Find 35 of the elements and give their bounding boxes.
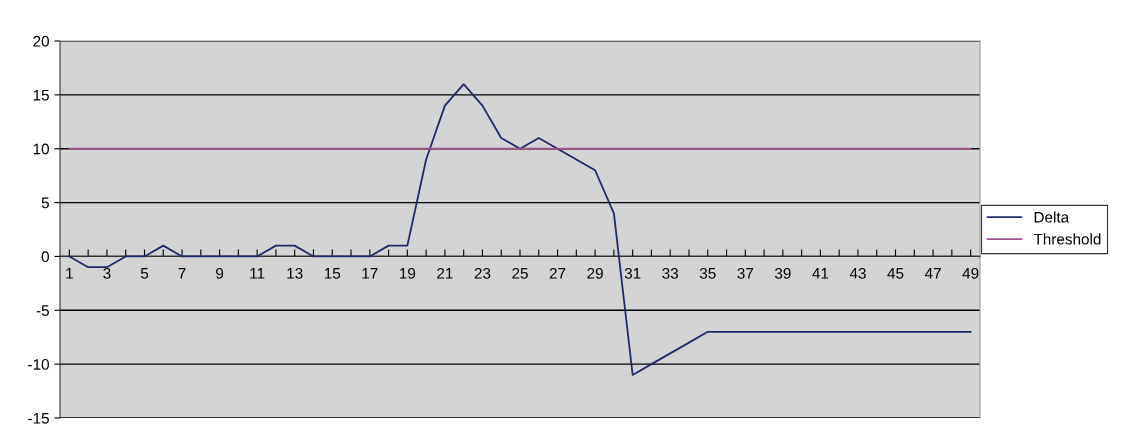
x-tick-label: 33 xyxy=(662,267,679,279)
x-tick-label: 19 xyxy=(400,267,416,279)
y-tick-label: 5 xyxy=(41,197,49,209)
y-tick-label: 10 xyxy=(33,143,49,155)
x-tick-label: 49 xyxy=(962,267,979,279)
y-tick-label: 15 xyxy=(33,89,49,101)
x-tick-label: 17 xyxy=(362,268,378,279)
x-tick-label: 47 xyxy=(924,268,941,279)
x-tick-label: 21 xyxy=(437,267,453,279)
x-tick-label: 35 xyxy=(699,267,716,279)
x-tick-label: 3 xyxy=(103,267,111,279)
x-tick-label: 45 xyxy=(887,268,904,279)
x-tick-label: 15 xyxy=(324,268,341,279)
x-tick-label: 13 xyxy=(287,267,303,279)
x-tick-label: 41 xyxy=(812,268,829,279)
x-tick-label: 43 xyxy=(849,267,866,279)
x-tick-label: 9 xyxy=(216,267,224,279)
legend-label: Delta xyxy=(1034,211,1070,223)
x-tick-label: 5 xyxy=(140,268,149,279)
y-tick-label: 0 xyxy=(41,251,49,263)
legend-label: Threshold xyxy=(1033,233,1101,245)
y-tick-label: -10 xyxy=(28,359,49,370)
x-tick-label: 39 xyxy=(774,267,791,279)
x-tick-label: 1 xyxy=(66,268,73,279)
x-tick-label: 29 xyxy=(587,267,603,279)
y-tick-label: 20 xyxy=(33,35,49,47)
x-tick-label: 37 xyxy=(737,267,754,279)
y-tick-label: -5 xyxy=(36,305,49,316)
y-tick-label: -15 xyxy=(28,413,49,424)
x-tick-label: 27 xyxy=(549,267,566,279)
x-tick-label: 7 xyxy=(178,268,186,279)
x-tick-label: 23 xyxy=(474,267,491,279)
x-tick-label: 11 xyxy=(250,268,265,279)
x-tick-label: 25 xyxy=(512,267,528,279)
x-tick-label: 31 xyxy=(624,267,641,279)
